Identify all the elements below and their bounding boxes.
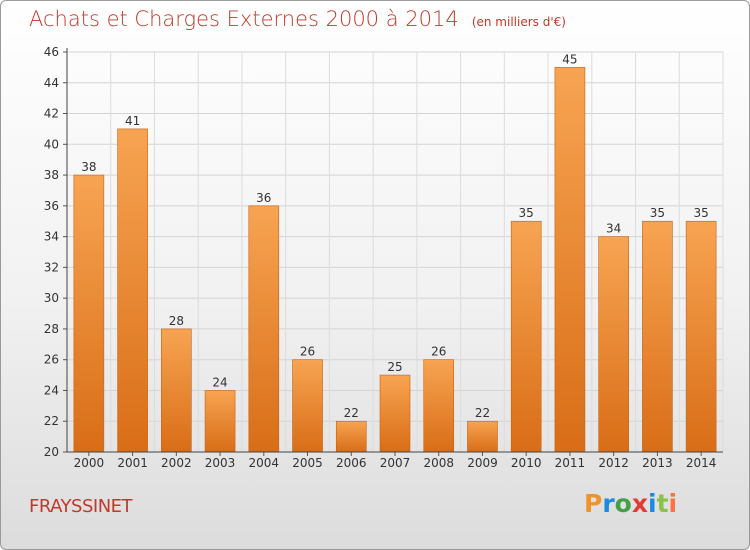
data-label: 28 bbox=[169, 314, 184, 328]
x-tick-label: 2010 bbox=[511, 456, 542, 470]
data-label: 35 bbox=[519, 206, 534, 220]
logo-letter: x bbox=[631, 489, 648, 518]
x-tick-label: 2012 bbox=[598, 456, 629, 470]
title-text: Achats et Charges Externes 2000 à 2014 bbox=[29, 7, 459, 31]
data-label: 35 bbox=[693, 206, 708, 220]
y-tick-label: 22 bbox=[44, 414, 59, 428]
data-label: 41 bbox=[125, 114, 140, 128]
commune-name: FRAYSSINET bbox=[29, 496, 133, 517]
y-tick-label: 26 bbox=[44, 353, 59, 367]
y-tick-label: 38 bbox=[44, 168, 59, 182]
bar-2003 bbox=[204, 390, 236, 453]
x-tick-label: 2003 bbox=[205, 456, 236, 470]
bars bbox=[73, 67, 717, 453]
x-tick-label: 2000 bbox=[74, 456, 105, 470]
data-label: 22 bbox=[344, 406, 359, 420]
y-tick-label: 40 bbox=[44, 137, 59, 151]
bar-2014 bbox=[685, 220, 717, 453]
x-tick-label: 2013 bbox=[642, 456, 673, 470]
bar-2002 bbox=[161, 328, 192, 453]
logo-letter: r bbox=[602, 489, 615, 518]
x-tick-label: 2006 bbox=[336, 456, 367, 470]
x-tick-label: 2004 bbox=[249, 456, 280, 470]
bar-2004 bbox=[248, 205, 280, 453]
y-tick-label: 36 bbox=[44, 199, 59, 213]
bar-2011 bbox=[554, 67, 586, 453]
y-tick-label: 42 bbox=[44, 107, 59, 121]
x-tick-label: 2005 bbox=[292, 456, 323, 470]
y-tick-label: 46 bbox=[44, 45, 59, 59]
x-tick-label: 2002 bbox=[161, 456, 192, 470]
data-label: 22 bbox=[475, 406, 490, 420]
y-tick-label: 20 bbox=[44, 445, 59, 459]
logo-letter: i bbox=[668, 489, 678, 518]
bar-2013 bbox=[642, 220, 673, 453]
data-label: 24 bbox=[212, 375, 227, 389]
bar-2007 bbox=[379, 374, 411, 453]
x-tick-label: 2001 bbox=[117, 456, 148, 470]
bar-2006 bbox=[335, 420, 367, 453]
x-tick-label: 2011 bbox=[555, 456, 586, 470]
x-tick-label: 2014 bbox=[686, 456, 717, 470]
y-tick-label: 24 bbox=[44, 383, 59, 397]
data-label: 36 bbox=[256, 191, 271, 205]
y-tick-label: 28 bbox=[44, 322, 59, 336]
logo-letter: i bbox=[648, 489, 657, 518]
bar-2000 bbox=[73, 174, 105, 453]
data-label: 45 bbox=[562, 52, 577, 66]
unit-text: (en milliers d'€) bbox=[471, 15, 566, 29]
logo-letter: t bbox=[656, 489, 669, 518]
bar-2005 bbox=[292, 359, 323, 453]
y-tick-label: 34 bbox=[44, 230, 59, 244]
labels: 20 22 24 26 28 30 32 34 36 38 40 42 44 46 38 2000 41 2001… bbox=[44, 45, 717, 470]
bar-2008 bbox=[423, 359, 455, 453]
axes bbox=[63, 48, 723, 456]
bar-2009 bbox=[467, 420, 498, 453]
data-label: 38 bbox=[81, 160, 96, 174]
data-label: 35 bbox=[650, 206, 665, 220]
bar-2001 bbox=[117, 128, 148, 453]
x-tick-label: 2009 bbox=[467, 456, 498, 470]
chart-title: Achats et Charges Externes 2000 à 2014 (… bbox=[29, 7, 566, 31]
x-tick-label: 2007 bbox=[380, 456, 411, 470]
y-tick-label: 30 bbox=[44, 291, 59, 305]
x-tick-label: 2008 bbox=[423, 456, 454, 470]
y-tick-label: 44 bbox=[44, 76, 59, 90]
data-label: 26 bbox=[300, 345, 315, 359]
logo-letter: o bbox=[614, 489, 632, 518]
logo-letter: P bbox=[584, 489, 603, 518]
data-label: 25 bbox=[387, 360, 402, 374]
proxiti-logo: Proxiti bbox=[584, 489, 677, 518]
bar-2010 bbox=[510, 220, 542, 453]
data-label: 34 bbox=[606, 222, 621, 236]
data-label: 26 bbox=[431, 345, 446, 359]
y-tick-label: 32 bbox=[44, 260, 59, 274]
bar-2012 bbox=[598, 236, 629, 453]
